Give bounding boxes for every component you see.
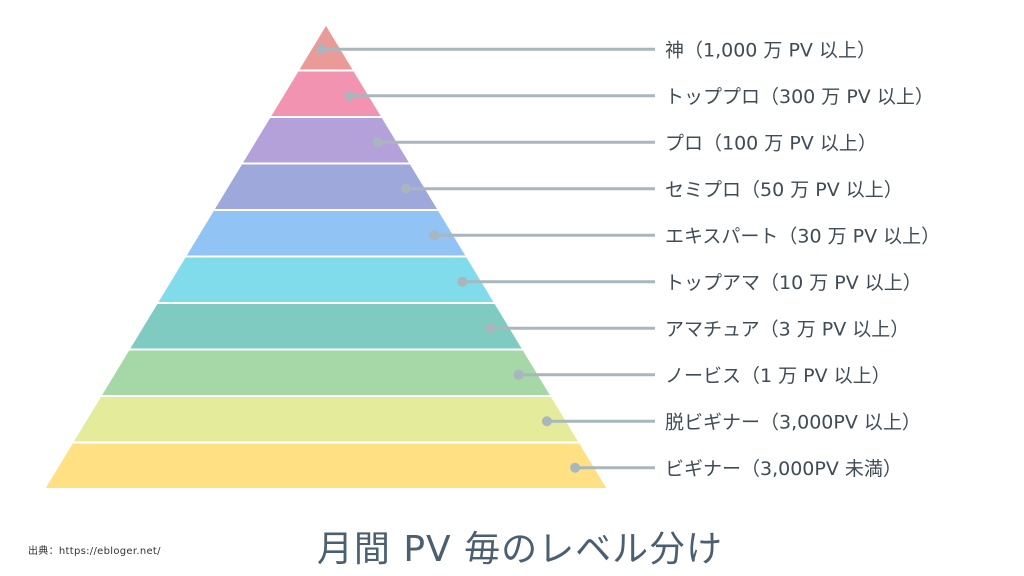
level-label-9: 脱ビギナー（3,000PV 以上） [665,411,921,433]
level-label-2: トッププロ（300 万 PV 以上） [665,86,934,108]
pyramid-tier-1 [296,22,356,72]
pyramid-tier-3 [239,116,413,165]
level-label-6: トップアマ（10 万 PV 以上） [665,272,922,294]
level-label-7: アマチュア（3 万 PV 以上） [665,318,909,340]
pyramid-tier-6 [155,255,497,304]
leader-dot-8 [513,369,524,380]
leader-dot-4 [400,183,411,194]
pyramid-tier-10 [42,441,610,490]
level-label-3: プロ（100 万 PV 以上） [665,132,877,154]
diagram-title: 月間 PV 毎のレベル分け [316,529,724,570]
level-label-10: ビギナー（3,000PV 未満） [665,458,902,480]
level-label-5: エキスパート（30 万 PV 以上） [665,225,940,247]
pyramid-tier-5 [183,209,469,258]
level-label-8: ノービス（1 万 PV 以上） [665,365,891,387]
leader-dot-9 [541,416,552,427]
pyramid-tier-8 [98,348,554,397]
leader-dot-3 [372,137,383,148]
pyramid-tier-2 [267,69,385,118]
pyramid-tier-9 [70,395,582,444]
source-credit: 出典：https://ebloger.net/ [28,546,161,557]
leader-dot-2 [344,90,355,101]
level-label-4: セミプロ（50 万 PV 以上） [665,179,903,201]
leader-dot-1 [316,44,327,55]
leader-dot-7 [485,323,496,334]
leader-dot-6 [457,276,468,287]
level-label-1: 神（1,000 万 PV 以上） [665,39,876,61]
pyramid-tier-7 [126,302,526,351]
leader-dot-10 [570,462,581,473]
leader-dot-5 [429,230,440,241]
